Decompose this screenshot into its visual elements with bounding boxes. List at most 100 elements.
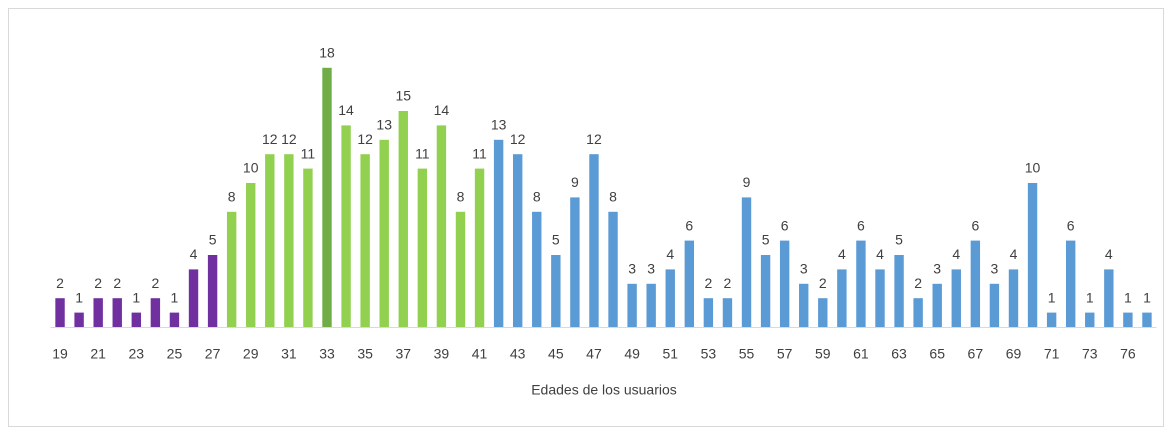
- data-label: 6: [857, 217, 865, 233]
- x-tick-label: 25: [167, 346, 183, 362]
- data-label: 10: [243, 160, 259, 176]
- bar: [188, 269, 199, 327]
- data-label: 2: [151, 275, 159, 291]
- bar: [417, 168, 428, 327]
- bar: [1104, 269, 1114, 327]
- bar: [837, 269, 847, 327]
- data-label: 3: [800, 261, 808, 277]
- bar: [1065, 240, 1076, 327]
- bar: [875, 269, 885, 327]
- bar: [512, 154, 523, 327]
- data-label: 3: [647, 261, 655, 277]
- bar: [169, 312, 180, 327]
- data-label: 4: [876, 246, 884, 262]
- x-tick-label: 76: [1120, 346, 1136, 362]
- x-tick-label: 27: [205, 346, 221, 362]
- bar: [1142, 312, 1152, 327]
- data-label: 5: [762, 232, 770, 248]
- data-label: 5: [552, 232, 560, 248]
- data-label: 8: [228, 189, 236, 205]
- data-label: 5: [209, 232, 217, 248]
- bar: [722, 298, 733, 327]
- data-label: 8: [609, 189, 617, 205]
- bar: [932, 283, 942, 327]
- bar: [303, 168, 313, 327]
- data-label: 2: [56, 275, 64, 291]
- x-tick-label: 47: [586, 346, 602, 362]
- data-label: 12: [281, 131, 297, 147]
- bar: [856, 240, 866, 327]
- bar: [436, 125, 447, 328]
- bar: [207, 255, 218, 327]
- data-label: 4: [952, 246, 960, 262]
- x-tick-label: 69: [1006, 346, 1022, 362]
- chart-frame: [8, 8, 1164, 427]
- bar: [989, 283, 1000, 327]
- data-label: 2: [704, 275, 712, 291]
- data-label: 3: [991, 261, 999, 277]
- x-tick-label: 45: [548, 346, 564, 362]
- data-label: 14: [338, 102, 354, 118]
- data-label: 15: [395, 88, 411, 104]
- data-label: 4: [1010, 246, 1018, 262]
- bar: [799, 283, 809, 327]
- bar: [265, 154, 275, 327]
- bar: [398, 111, 408, 327]
- x-tick-label: 49: [624, 346, 640, 362]
- data-label: 1: [171, 289, 179, 305]
- bar: [913, 298, 923, 327]
- data-label: 13: [376, 117, 392, 133]
- data-label: 6: [971, 217, 979, 233]
- bar: [646, 283, 656, 327]
- data-label: 13: [491, 117, 507, 133]
- bar: [684, 240, 695, 327]
- bar: [818, 298, 828, 327]
- bar: [379, 139, 389, 327]
- bar: [1123, 312, 1133, 327]
- data-label: 14: [434, 102, 450, 118]
- x-tick-label: 23: [129, 346, 145, 362]
- x-tick-label: 19: [52, 346, 68, 362]
- bar: [627, 283, 637, 327]
- x-tick-label: 63: [891, 346, 907, 362]
- x-tick-label: 53: [701, 346, 717, 362]
- data-label: 12: [262, 131, 278, 147]
- bar: [493, 139, 504, 327]
- x-axis-title: Edades de los usuarios: [531, 382, 677, 398]
- data-label: 6: [685, 217, 693, 233]
- x-tick-label: 55: [739, 346, 755, 362]
- data-label: 12: [510, 131, 526, 147]
- bar: [131, 312, 142, 327]
- data-label: 3: [933, 261, 941, 277]
- bar: [1085, 312, 1095, 327]
- data-label: 11: [415, 145, 430, 161]
- bar: [150, 298, 161, 327]
- x-tick-label: 59: [815, 346, 831, 362]
- data-label: 2: [914, 275, 922, 291]
- data-label: 4: [666, 246, 674, 262]
- data-label: 2: [113, 275, 121, 291]
- x-tick-label: 43: [510, 346, 526, 362]
- x-tick-label: 71: [1044, 346, 1060, 362]
- bar: [246, 183, 256, 327]
- data-label: 9: [571, 174, 579, 190]
- data-label: 18: [319, 45, 335, 61]
- data-label: 11: [301, 145, 316, 161]
- data-label: 4: [1105, 246, 1113, 262]
- bar: [779, 240, 790, 327]
- data-label: 4: [838, 246, 846, 262]
- bar: [760, 255, 771, 327]
- bar: [608, 211, 618, 327]
- bar: [322, 67, 332, 328]
- data-label: 12: [357, 131, 373, 147]
- bar: [970, 240, 981, 327]
- bar: [341, 125, 351, 328]
- bar: [93, 298, 103, 327]
- bar: [474, 168, 485, 327]
- data-label: 3: [628, 261, 636, 277]
- bar: [55, 298, 65, 327]
- bar: [1008, 269, 1019, 327]
- x-tick-label: 67: [968, 346, 984, 362]
- x-tick-label: 21: [90, 346, 106, 362]
- data-label: 12: [586, 131, 602, 147]
